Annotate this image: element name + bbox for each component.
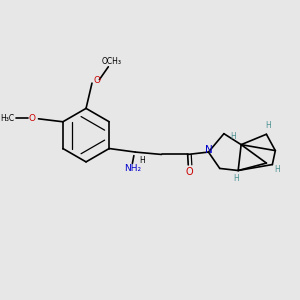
Text: H: H <box>274 165 280 174</box>
Text: O: O <box>186 167 193 177</box>
Text: H: H <box>233 174 239 183</box>
Text: OCH₃: OCH₃ <box>101 57 121 66</box>
Text: NH₂: NH₂ <box>124 164 141 173</box>
Text: H: H <box>139 156 145 165</box>
Text: O: O <box>94 76 101 85</box>
Text: O: O <box>28 114 35 123</box>
Text: H: H <box>230 132 236 141</box>
Text: N: N <box>205 145 212 155</box>
Text: H₃C: H₃C <box>0 114 14 123</box>
Text: H: H <box>265 122 271 130</box>
